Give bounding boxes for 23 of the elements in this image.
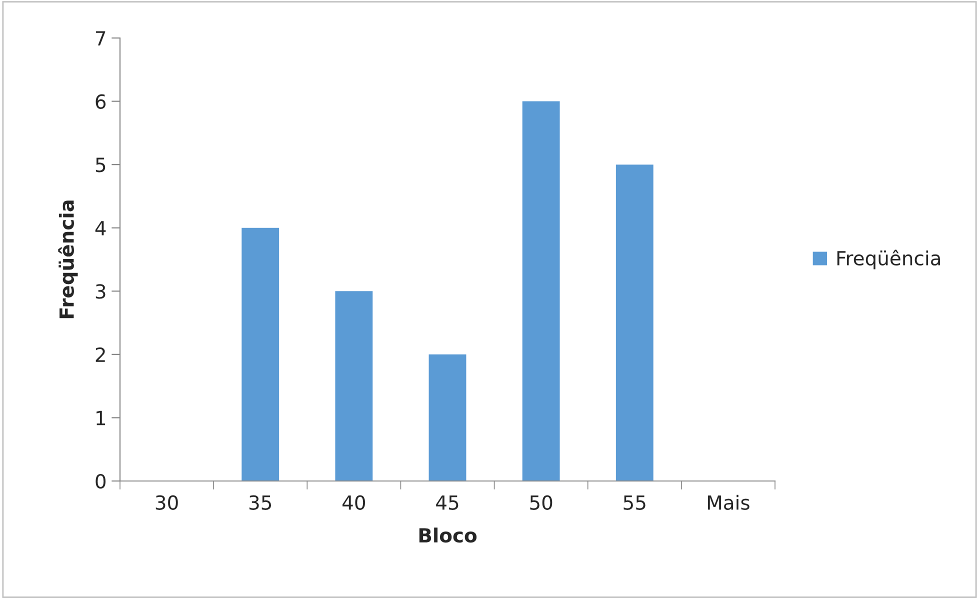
bar — [522, 101, 560, 481]
y-tick-label: 5 — [96, 158, 106, 172]
y-tick-label: 2 — [96, 347, 105, 362]
y-tick-label: 3 — [96, 284, 106, 299]
y-tick-label: 6 — [96, 94, 106, 109]
y-tick-label: 7 — [96, 31, 106, 46]
y-tick-label: 4 — [95, 221, 106, 236]
x-tick-label: 50 — [530, 495, 552, 510]
x-tick-label: Mais — [708, 494, 750, 510]
x-axis-title: Bloco — [419, 528, 477, 543]
bar — [242, 228, 280, 481]
y-tick-label: 0 — [96, 474, 106, 489]
x-tick-label: 35 — [249, 495, 272, 510]
bar — [335, 291, 373, 481]
y-tick-label: 1 — [96, 410, 106, 426]
legend-label: Freqüência — [837, 250, 940, 270]
x-tick-label: 45 — [436, 495, 458, 510]
x-tick-label: 55 — [624, 495, 646, 510]
bar — [428, 354, 466, 481]
bar — [616, 164, 654, 481]
x-tick-label: 40 — [342, 495, 366, 510]
y-axis-title: Freqüência — [58, 200, 78, 318]
x-tick-label: 30 — [156, 495, 178, 510]
